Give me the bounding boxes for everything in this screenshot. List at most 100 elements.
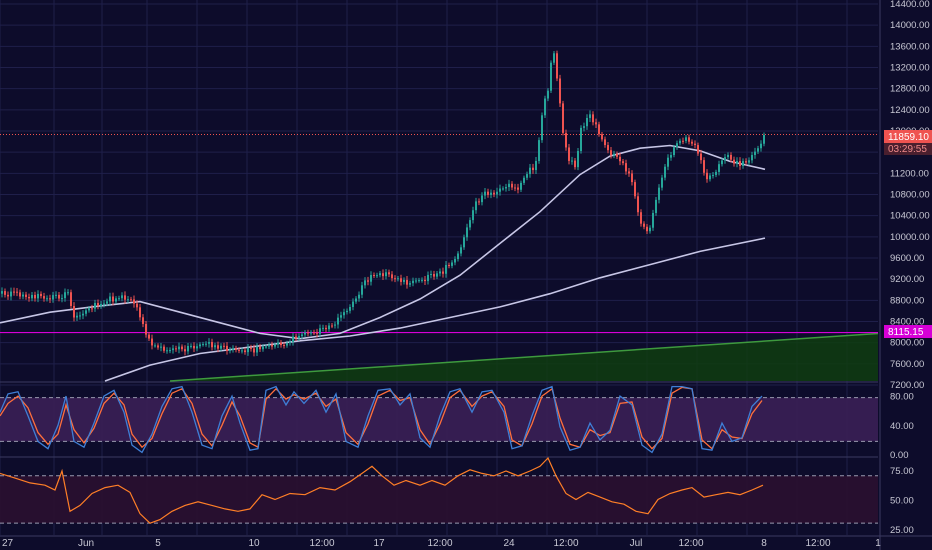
candle-body (745, 161, 747, 163)
time-axis-tick-label: Jul (630, 538, 643, 549)
candle-body (277, 342, 279, 345)
candle-body (547, 90, 549, 99)
candle-body (265, 346, 267, 348)
candle-body (7, 294, 9, 297)
candle-body (502, 188, 504, 190)
candle-body (358, 294, 360, 299)
candle-body (436, 273, 438, 277)
candle-body (556, 53, 558, 79)
price-axis-tick-label: 13600.00 (890, 41, 930, 52)
candle-body (76, 315, 78, 318)
candle-body (46, 298, 48, 300)
candle-body (736, 161, 738, 164)
candle-body (73, 305, 75, 318)
candle-body (538, 140, 540, 161)
candle-body (346, 310, 348, 313)
price-tag-bg (884, 130, 932, 143)
price-axis-tick-label: 12800.00 (890, 84, 930, 95)
candle-body (370, 275, 372, 282)
candle-body (595, 122, 597, 125)
candle-body (742, 161, 744, 166)
candle-body (97, 303, 99, 306)
candle-body (130, 299, 132, 301)
candle-body (508, 183, 510, 188)
price-axis-tick-label: 7600.00 (890, 359, 924, 370)
candle-body (268, 344, 270, 347)
candle-body (457, 253, 459, 260)
candle-body (553, 53, 555, 63)
candle-body (586, 117, 588, 127)
price-axis-tick-label: 9200.00 (890, 274, 924, 285)
candle-body (433, 274, 435, 277)
candle-body (181, 346, 183, 350)
candle-body (289, 341, 291, 344)
rsi-pane[interactable] (0, 456, 878, 524)
candle-body (256, 346, 258, 353)
candle-body (448, 265, 450, 267)
time-axis-tick-label: 12:00 (678, 538, 703, 549)
candle-body (685, 137, 687, 141)
candle-body (220, 345, 222, 349)
candle-body (610, 150, 612, 156)
candle-body (631, 173, 633, 183)
candle-body (106, 301, 108, 304)
candle-body (427, 274, 429, 282)
candle-body (142, 317, 144, 324)
candle-body (40, 293, 42, 297)
candle-body (196, 346, 198, 349)
candle-body (652, 212, 654, 228)
candle-body (640, 212, 642, 224)
rsi-line (0, 456, 764, 524)
candle-body (19, 292, 21, 297)
candle-body (295, 336, 297, 339)
candle-body (145, 323, 147, 335)
candle-body (259, 346, 261, 350)
candle-body (655, 199, 657, 213)
price-tags: 11859.10 03:29:55 8115.15 (884, 130, 932, 338)
candle-body (643, 223, 645, 227)
stochastic-pane[interactable] (0, 385, 878, 454)
candle-body (424, 279, 426, 282)
candle-body (541, 115, 543, 141)
candle-body (322, 327, 324, 329)
candle-body (82, 313, 84, 316)
candle-body (340, 315, 342, 318)
candle-body (193, 345, 195, 349)
candle-body (61, 298, 63, 300)
candle-body (202, 344, 204, 346)
candle-body (550, 62, 552, 91)
candle-body (637, 196, 639, 213)
candle-body (589, 114, 591, 118)
candle-body (376, 275, 378, 277)
time-axis-tick-label: 10 (248, 538, 260, 549)
candle-body (67, 292, 69, 294)
candle-body (499, 188, 501, 192)
candle-body (301, 334, 303, 337)
candle-body (226, 345, 228, 351)
candle-body (250, 347, 252, 349)
price-tag-value: 11859.10 (888, 132, 929, 143)
candle-body (724, 157, 726, 161)
candle-body (238, 349, 240, 351)
candle-body (472, 210, 474, 221)
time-axis-tick-label: 1 (875, 538, 881, 549)
candle-body (70, 292, 72, 306)
time-axis-tick-label: 27 (2, 538, 14, 549)
price-axis[interactable]: 14400.00 14000.00 13600.00 13200.00 12800.00… (890, 0, 930, 536)
time-axis-tick-label: 5 (155, 538, 161, 549)
price-axis-tick-label: 8400.00 (890, 317, 924, 328)
candle-body (733, 159, 735, 164)
candle-body (22, 294, 24, 297)
price-axis-tick-label: 9600.00 (890, 253, 924, 264)
time-axis[interactable]: 27 Jun 5 10 12:00 17 12:00 24 12:00 Jul 12:00 8 12:0… (0, 535, 932, 549)
candle-body (298, 336, 300, 339)
candle-body (529, 167, 531, 175)
candle-body (712, 174, 714, 176)
candle-body (235, 348, 237, 350)
candle-body (751, 155, 753, 161)
candle-body (403, 279, 405, 282)
candle-body (577, 151, 579, 168)
price-pane[interactable] (0, 50, 879, 382)
candle-body (580, 127, 582, 152)
